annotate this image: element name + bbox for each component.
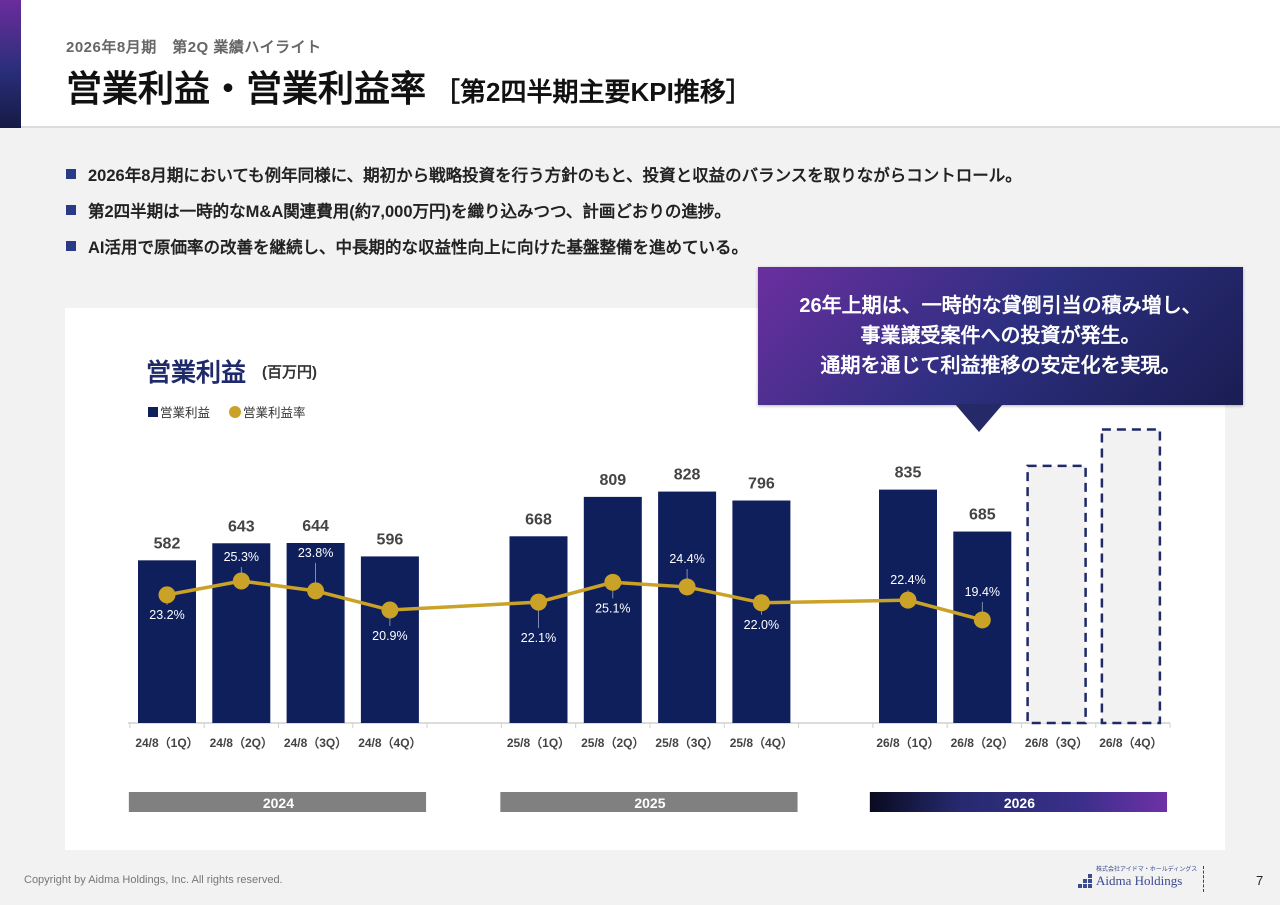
bullet-text: AI活用で原価率の改善を継続し、中長期的な収益性向上に向けた基盤整備を進めている… [88,239,748,257]
bullet-text: 第2四半期は一時的なM&A関連費用(約7,000万円)を織り込みつつ、計画どおり… [88,203,731,221]
logo-wordmark: Aidma Holdings [1096,873,1183,888]
bullet-list: 2026年8月期においても例年同様に、期初から戦略投資を行う方針のもと、投資と収… [66,156,1022,264]
callout-line: 26年上期は、一時的な貸倒引当の積み増し、 [799,295,1202,317]
copyright-text: Copyright by Aidma Holdings, Inc. All ri… [24,874,283,886]
logo-blocks-icon [1078,874,1092,888]
footer-divider [1203,866,1204,892]
bullet-item: AI活用で原価率の改善を継続し、中長期的な収益性向上に向けた基盤整備を進めている… [66,228,1022,264]
page-number: 7 [1256,873,1264,888]
callout-line: 通期を通じて利益推移の安定化を実現。 [820,355,1181,377]
slide-title: 営業利益・営業利益率 ［第2四半期主要KPI推移］ [66,60,752,112]
slide-title-main: 営業利益・営業利益率 [66,68,427,109]
header-accent-bar [0,0,21,128]
logo-subtext: 株式会社アイドマ・ホールディングス [1096,867,1198,873]
bullet-square-icon [66,169,76,179]
callout-box: 26年上期は、一時的な貸倒引当の積み増し、 事業譲受案件への投資が発生。 通期を… [758,267,1243,405]
slide-title-sub: ［第2四半期主要KPI推移］ [434,77,752,107]
bullet-item: 2026年8月期においても例年同様に、期初から戦略投資を行う方針のもと、投資と収… [66,156,1022,192]
callout-pointer-icon [955,404,1003,432]
slide-header: 2026年8月期 第2Q 業績ハイライト 営業利益・営業利益率 ［第2四半期主要K… [0,0,1280,128]
bullet-item: 第2四半期は一時的なM&A関連費用(約7,000万円)を織り込みつつ、計画どおり… [66,192,1022,228]
callout-line: 事業譲受案件への投資が発生。 [860,325,1141,347]
bullet-square-icon [66,241,76,251]
bullet-square-icon [66,205,76,215]
company-logo: 株式会社アイドマ・ホールディングス Aidma Holdings [1078,866,1197,888]
slide-subtitle: 2026年8月期 第2Q 業績ハイライト [66,39,322,56]
bullet-text: 2026年8月期においても例年同様に、期初から戦略投資を行う方針のもと、投資と収… [88,167,1022,185]
